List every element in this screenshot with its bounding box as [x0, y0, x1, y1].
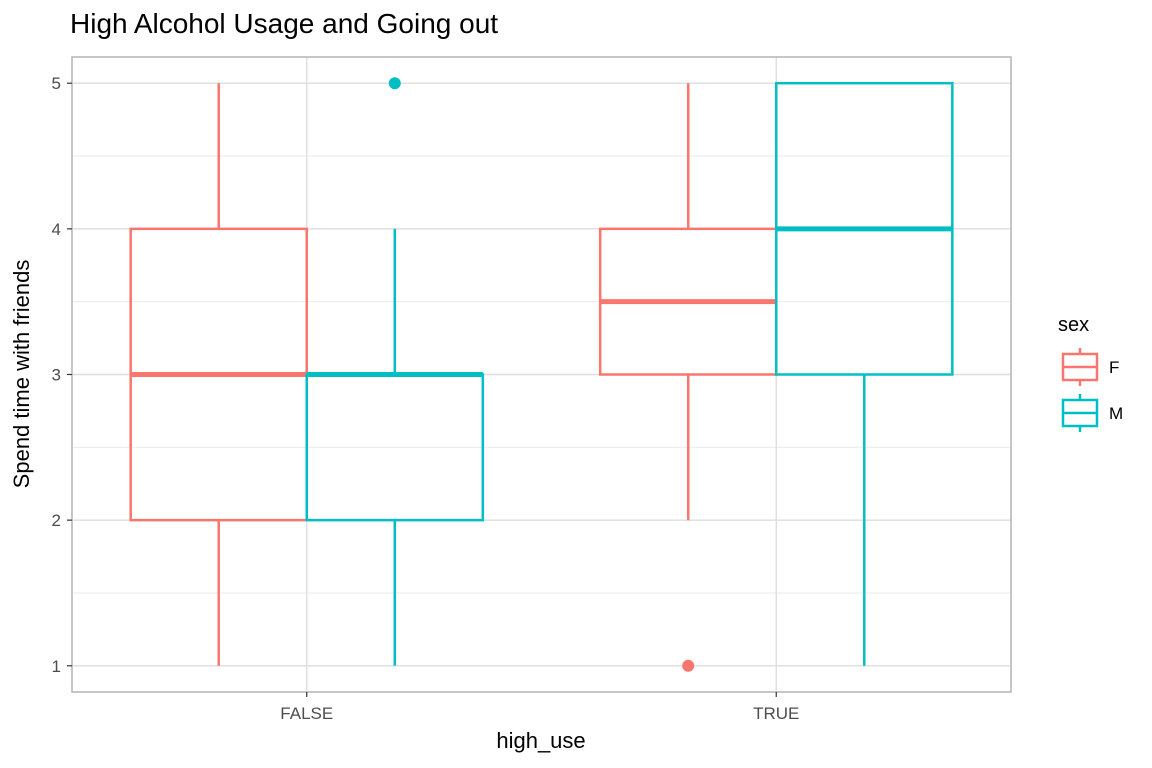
legend-title: sex — [1058, 314, 1089, 336]
x-tick-label: TRUE — [753, 704, 799, 723]
legend-item-F: F — [1061, 348, 1119, 386]
boxplot-F-FALSE — [129, 83, 308, 666]
legend: sex F M — [1058, 314, 1123, 432]
y-axis-title: Spend time with friends — [9, 260, 34, 489]
legend-item-M: M — [1061, 394, 1123, 432]
plot-area — [129, 77, 954, 672]
legend-label: F — [1109, 358, 1119, 377]
x-axis: FALSE TRUE — [280, 692, 799, 723]
y-tick-label: 4 — [52, 220, 61, 239]
x-tick-label: FALSE — [280, 704, 333, 723]
y-axis: 1 2 3 4 5 — [52, 74, 72, 676]
y-tick-label: 3 — [52, 366, 61, 385]
outlier-point — [388, 77, 401, 90]
y-tick-label: 2 — [52, 511, 61, 530]
boxplot-M-TRUE — [775, 81, 954, 666]
x-axis-title: high_use — [496, 728, 585, 753]
boxplot-M-FALSE — [305, 77, 485, 666]
y-tick-label: 5 — [52, 74, 61, 93]
boxplot-F-TRUE — [598, 83, 778, 672]
y-tick-label: 1 — [52, 657, 61, 676]
box — [305, 373, 485, 522]
chart-title: High Alcohol Usage and Going out — [70, 8, 498, 39]
outlier-point — [682, 659, 695, 672]
legend-label: M — [1109, 404, 1123, 423]
